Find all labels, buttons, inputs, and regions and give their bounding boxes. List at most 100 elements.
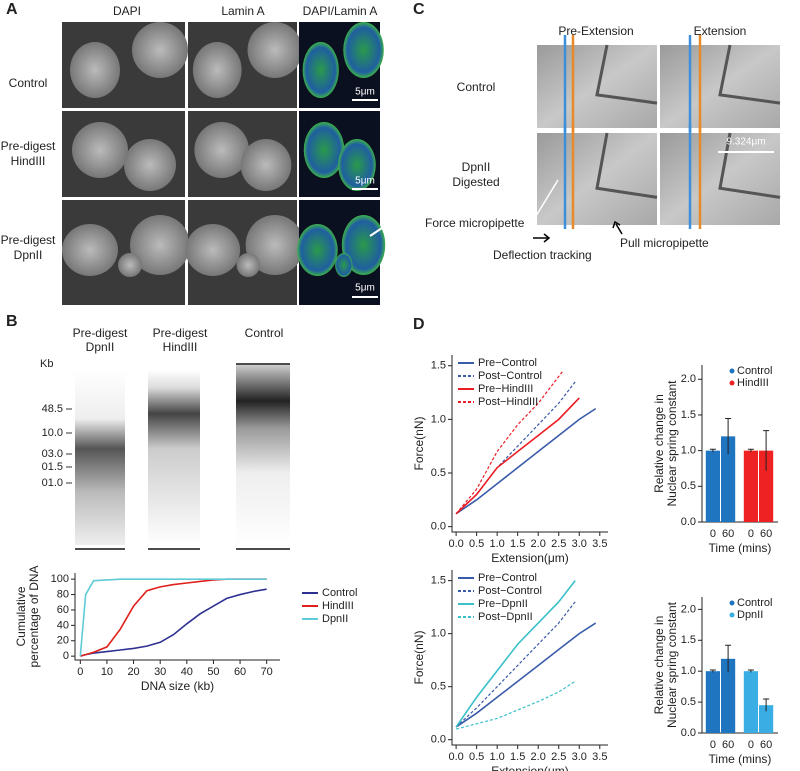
legend-swatch <box>729 380 735 386</box>
series-line <box>79 578 267 657</box>
error-bar <box>747 669 754 673</box>
annotation: Deflection tracking <box>493 248 592 262</box>
ladder-label: 48.5 <box>42 403 63 415</box>
y-tick-label: 0.0 <box>681 516 696 528</box>
x-tick-label: 40 <box>181 666 193 678</box>
x-tick-label: 50 <box>207 666 219 678</box>
column-header: Pre-Extension <box>558 24 633 38</box>
brightfield-image <box>537 133 657 225</box>
micropipette <box>718 44 781 105</box>
ladder-label: 10.0 <box>42 427 63 439</box>
y-tick-label: 1.0 <box>431 413 446 425</box>
axes <box>451 570 608 746</box>
legend-label: Pre−Control <box>478 357 537 369</box>
legend-label: Post−DpnII <box>478 611 533 623</box>
lane-label: DpnII <box>86 340 115 354</box>
legend-swatch <box>729 368 735 374</box>
panel-label: A <box>6 1 18 18</box>
brightfield-image <box>660 133 780 225</box>
axes <box>451 355 608 533</box>
y-tick-label: 0.5 <box>431 681 446 693</box>
row-label: DpnII <box>14 248 43 262</box>
x-axis-label: DNA size (kb) <box>141 679 214 693</box>
y-tick-label: 40 <box>57 619 69 631</box>
x-tick-label: 0.5 <box>469 538 484 550</box>
scale-bar-label: 5μm <box>355 176 375 187</box>
nucleus <box>62 224 118 276</box>
panel-label: B <box>6 313 18 330</box>
nucleus <box>240 139 292 191</box>
nucleus <box>245 215 305 275</box>
y-tick-label: 0 <box>63 650 69 662</box>
y-tick-label: 0.0 <box>431 521 446 533</box>
axes <box>74 573 280 661</box>
legend-swatch <box>729 612 735 618</box>
y-tick-label: 1.5 <box>431 360 446 372</box>
nucleus <box>130 215 190 275</box>
row-label: Digested <box>452 175 499 189</box>
legend-label: DpnII <box>737 609 763 621</box>
x-axis-label: Time (mins) <box>709 541 772 555</box>
legend-label: HindIII <box>737 377 769 389</box>
y-tick-label: 0.5 <box>681 480 696 492</box>
row-label: Pre-digest <box>1 139 56 153</box>
legend-label: HindIII <box>322 600 354 612</box>
panel-label: D <box>413 316 425 333</box>
nucleus <box>132 22 188 78</box>
brightfield-image <box>660 45 780 128</box>
ladder-label: 01.0 <box>42 477 63 489</box>
y-axis-label: Nuclear spring constant <box>665 601 679 728</box>
scale-bar-label: 5μm <box>355 283 375 294</box>
lane-label: HindIII <box>163 340 198 354</box>
legend-label: DpnII <box>322 613 348 625</box>
x-tick-label: 0 <box>710 739 716 751</box>
nucleus <box>335 253 353 277</box>
series-line <box>80 578 267 657</box>
error-bar <box>725 644 732 673</box>
lane-label: Control <box>245 326 284 340</box>
lane-label: Pre-digest <box>153 326 208 340</box>
y-axis-label: Force(nN) <box>412 630 426 684</box>
x-tick-label: 2.0 <box>531 751 546 763</box>
y-tick-label: 1.5 <box>681 409 696 421</box>
bar <box>721 436 736 522</box>
error-bar <box>763 698 770 712</box>
scale-bar-label: 5μm <box>355 87 375 98</box>
error-bar <box>709 448 716 453</box>
bar <box>705 450 720 522</box>
series-line <box>455 407 597 515</box>
legend-label: Control <box>737 597 772 609</box>
y-axis-label: percentage of DNA <box>27 565 41 667</box>
x-tick-label: 2.0 <box>531 538 546 550</box>
x-tick-label: 60 <box>722 528 734 540</box>
x-tick-label: 3.0 <box>572 538 587 550</box>
ladder-label: 03.0 <box>42 448 63 460</box>
nucleus <box>338 139 376 191</box>
y-tick-label: 0.5 <box>431 467 446 479</box>
y-tick-label: 1.0 <box>681 445 696 457</box>
nucleus <box>185 224 241 276</box>
x-tick-label: 0.0 <box>448 538 463 550</box>
error-bar <box>747 448 754 453</box>
brightfield-images <box>537 35 781 229</box>
row-label: Pre-digest <box>1 233 56 247</box>
y-tick-label: 0.0 <box>681 727 696 739</box>
x-tick-label: 70 <box>261 666 273 678</box>
legend-label: Control <box>737 365 772 377</box>
column-header: DAPI <box>113 4 141 18</box>
legend-label: Pre−HindIII <box>478 383 533 395</box>
ladder-ticks <box>66 408 72 484</box>
series-line <box>455 580 576 728</box>
legend-label: Control <box>322 587 357 599</box>
x-tick-label: 0.0 <box>448 751 463 763</box>
x-axis-label: Time (mins) <box>709 752 772 766</box>
series-line <box>455 370 564 515</box>
error-bar <box>725 418 732 455</box>
nucleus <box>236 253 260 277</box>
brightfield-image <box>537 45 657 128</box>
x-tick-label: 60 <box>760 739 772 751</box>
nucleus <box>341 215 386 275</box>
y-tick-label: 80 <box>57 588 69 600</box>
x-tick-label: 3.5 <box>592 538 607 550</box>
